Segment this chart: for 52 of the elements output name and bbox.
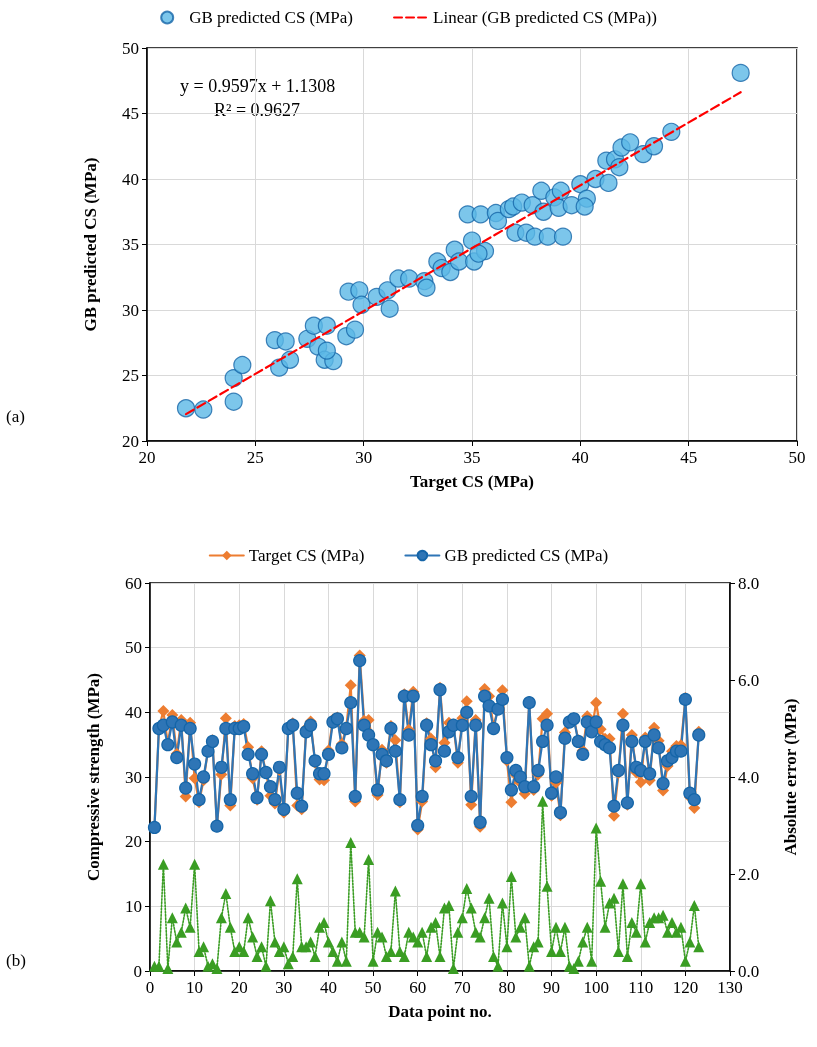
x-axis-title: Target CS (MPa) bbox=[409, 472, 535, 491]
x-tick-label: 100 bbox=[583, 978, 609, 997]
y-axis-title: GB predicted CS (MPa) bbox=[81, 157, 100, 332]
y-tick-label: 30 bbox=[122, 300, 139, 320]
x-tick-label: 50 bbox=[788, 448, 806, 467]
x-tick-label: 40 bbox=[571, 448, 589, 467]
annotation: y = 0.9597x + 1.1308 bbox=[180, 76, 336, 96]
y-tick-label: 40 bbox=[125, 702, 142, 722]
x-tick-label: 50 bbox=[364, 978, 382, 997]
x-tick-label: 110 bbox=[628, 978, 654, 997]
x-tick-label: 130 bbox=[717, 978, 743, 997]
x-tick-label: 80 bbox=[498, 978, 516, 997]
x-tick-label: 20 bbox=[138, 448, 156, 467]
y2-tick-label: 8.0 bbox=[738, 573, 760, 593]
y2-axis-title: Absolute error (MPa) bbox=[781, 698, 800, 856]
x-tick-label: 90 bbox=[543, 978, 561, 997]
y-tick-label: 10 bbox=[125, 896, 142, 916]
x-tick-label: 35 bbox=[463, 448, 481, 467]
x-tick-label: 70 bbox=[453, 978, 471, 997]
x-tick-label: 0 bbox=[145, 978, 155, 997]
y2-tick-label: 4.0 bbox=[738, 767, 760, 787]
y-tick-label: 50 bbox=[125, 638, 142, 658]
y2-tick-label: 0.0 bbox=[738, 961, 760, 981]
legend-label: GB predicted CS (MPa) bbox=[444, 546, 609, 565]
text: (a) bbox=[6, 406, 25, 426]
x-axis-title: Data point no. bbox=[388, 1002, 492, 1021]
y2-tick-label: 6.0 bbox=[738, 670, 760, 690]
y-tick-label: 45 bbox=[122, 104, 139, 123]
y-tick-label: 25 bbox=[122, 366, 139, 385]
x-tick-label: 60 bbox=[409, 978, 427, 997]
y-tick-label: 50 bbox=[122, 38, 139, 58]
x-tick-label: 40 bbox=[319, 978, 337, 997]
x-tick-label: 10 bbox=[186, 978, 204, 997]
y-tick-label: 30 bbox=[125, 767, 142, 787]
y-tick-label: 0 bbox=[133, 961, 142, 981]
y-tick-label: 20 bbox=[125, 832, 142, 852]
y-tick-label: 20 bbox=[122, 431, 139, 451]
x-tick-label: 30 bbox=[355, 448, 373, 467]
x-tick-label: 45 bbox=[680, 448, 698, 467]
y-tick-label: 35 bbox=[122, 235, 139, 254]
text: (b) bbox=[6, 951, 26, 970]
y2-tick-label: 2.0 bbox=[738, 864, 760, 884]
x-tick-label: 30 bbox=[275, 978, 293, 997]
legend-label: Target CS (MPa) bbox=[248, 546, 365, 565]
legend-label: GB predicted CS (MPa) bbox=[189, 8, 354, 27]
x-tick-label: 20 bbox=[230, 978, 248, 997]
y-axis-title: Compressive strength (MPa) bbox=[84, 672, 103, 882]
x-tick-label: 120 bbox=[672, 978, 699, 997]
legend-label: Linear (GB predicted CS (MPa)) bbox=[433, 8, 657, 27]
y-tick-label: 60 bbox=[125, 573, 142, 593]
x-tick-label: 25 bbox=[246, 448, 264, 467]
y-tick-label: 40 bbox=[122, 169, 139, 189]
